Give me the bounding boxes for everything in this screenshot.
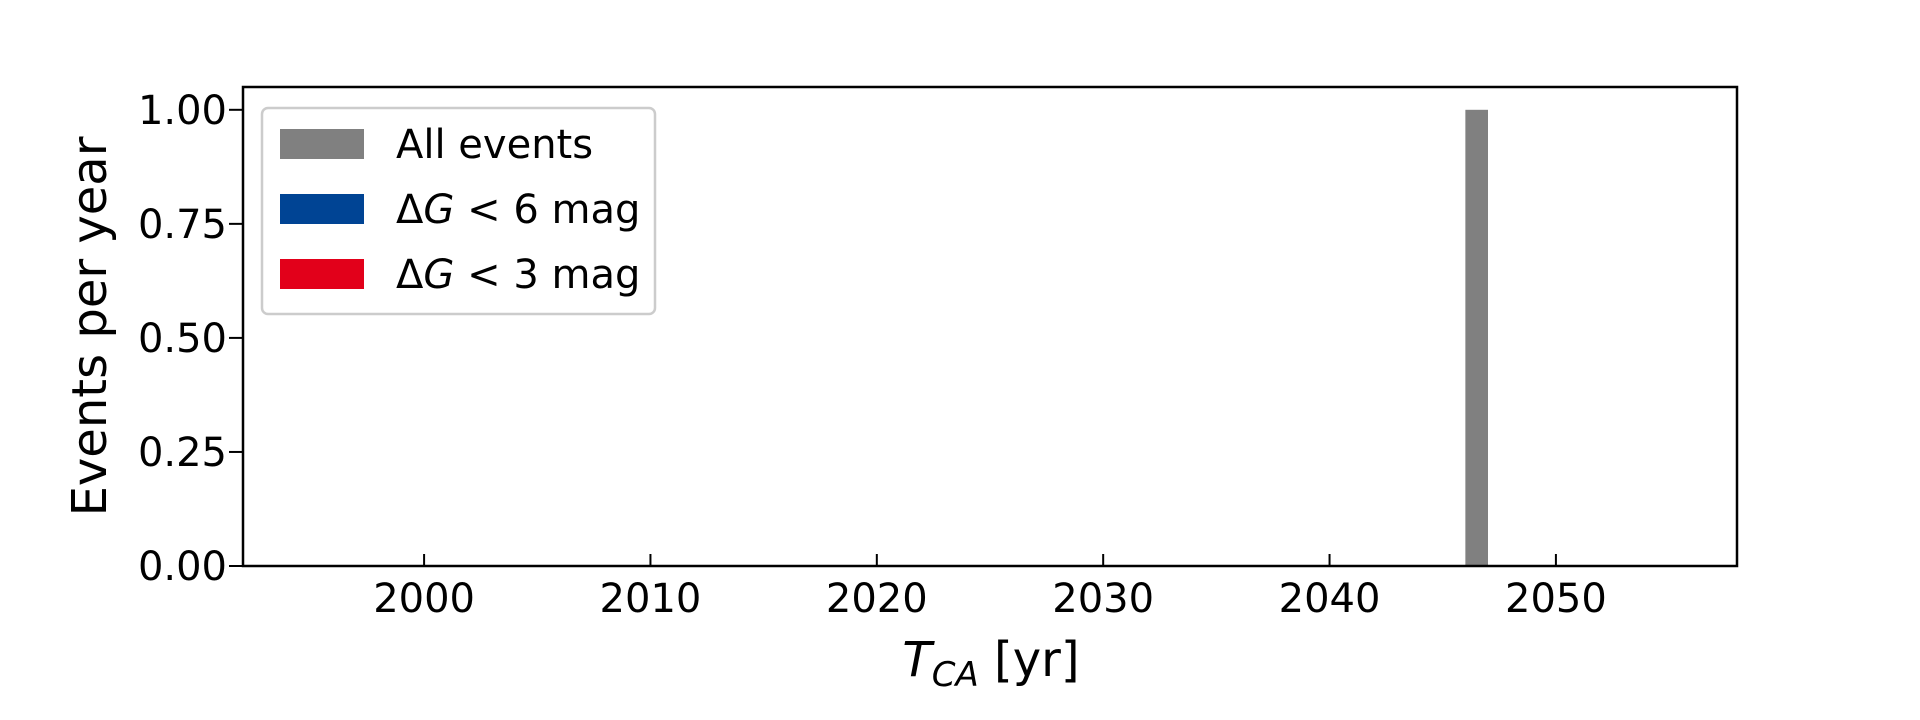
- legend-label-delta: Δ: [396, 252, 424, 298]
- plot-frame: [241, 85, 1739, 568]
- bars-layer: [1465, 109, 1488, 567]
- x-axis-label-suffix: [yr]: [979, 632, 1080, 688]
- legend-label-2: ΔG < 3 mag: [396, 252, 640, 298]
- x-axis-label-subscript: CA: [932, 655, 979, 695]
- x-tick-label: 2010: [600, 576, 702, 622]
- x-tick-label: 2000: [373, 576, 475, 622]
- legend-label-delta: Δ: [396, 187, 424, 233]
- legend-swatch-2: [280, 259, 364, 289]
- y-tick-label: 0.25: [138, 430, 227, 476]
- legend-label-variable: G: [423, 252, 454, 298]
- legend-label-rest: < 3 mag: [454, 252, 640, 298]
- ticks-layer: 2000 2010 2020 2030 2040 2050 0.00 0.25 0.50 0.75…: [138, 88, 1607, 622]
- x-axis-label: TCA [yr]: [902, 632, 1079, 695]
- x-axis-label-base: T: [902, 632, 935, 688]
- bar-series-0-0: [1465, 109, 1488, 567]
- legend-label-1: ΔG < 6 mag: [396, 187, 640, 233]
- labels-layer: Events per year TCA [yr]: [62, 136, 1080, 695]
- legend-label-0: All events: [396, 122, 593, 168]
- legend-swatch-1: [280, 194, 364, 224]
- y-tick-label: 0.50: [138, 316, 227, 362]
- x-tick-label: 2040: [1279, 576, 1381, 622]
- y-axis-label: Events per year: [62, 136, 118, 516]
- legend-label-variable: G: [423, 187, 454, 233]
- x-tick-label: 2020: [826, 576, 928, 622]
- y-tick-label: 1.00: [138, 88, 227, 134]
- x-tick-label: 2030: [1052, 576, 1154, 622]
- y-tick-label: 0.00: [138, 544, 227, 590]
- y-tick-label: 0.75: [138, 202, 227, 248]
- legend-label-rest: < 6 mag: [454, 187, 640, 233]
- legend-swatch-0: [280, 129, 364, 159]
- x-tick-label: 2050: [1505, 576, 1607, 622]
